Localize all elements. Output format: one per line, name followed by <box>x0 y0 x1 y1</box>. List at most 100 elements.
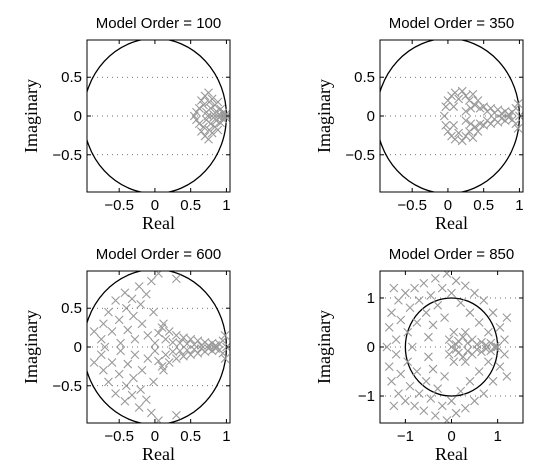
pole-marker-60 <box>463 346 473 356</box>
pole-marker-49 <box>449 102 459 112</box>
y-tick-label-3: −0.5 <box>52 378 82 395</box>
y-tick-label-2: 0 <box>74 108 82 125</box>
x-tick-label-1: −0.5 <box>104 197 134 214</box>
pole-marker-2 <box>441 102 451 112</box>
pole-marker-62 <box>465 376 475 386</box>
pole-marker-30 <box>424 352 433 362</box>
pole-marker-45 <box>447 288 456 298</box>
pole-marker-5 <box>387 376 396 386</box>
pole-marker-96 <box>451 345 461 354</box>
pole-marker-24 <box>414 389 424 398</box>
pole-marker-90 <box>89 358 99 367</box>
pole-marker-6 <box>391 335 401 345</box>
pole-marker-10 <box>454 94 464 104</box>
pole-marker-85 <box>171 274 181 284</box>
pole-marker-54 <box>171 330 181 340</box>
pole-marker-5 <box>194 119 204 129</box>
pole-marker-47 <box>513 99 523 108</box>
pole-marker-47 <box>449 327 459 337</box>
pole-marker-32 <box>137 319 147 329</box>
pole-marker-38 <box>433 384 443 394</box>
pole-marker-14 <box>116 338 125 348</box>
pole-marker-18 <box>407 342 417 352</box>
x-tick-label-1: −0.5 <box>397 197 427 214</box>
pole-marker-81 <box>488 308 498 318</box>
y-tick-label-2: 0 <box>367 108 375 125</box>
pole-marker-20 <box>207 94 217 104</box>
pole-marker-60 <box>182 339 192 349</box>
pole-marker-3 <box>99 319 108 329</box>
pole-marker-94 <box>447 342 456 352</box>
pole-marker-56 <box>175 338 185 348</box>
pole-marker-34 <box>141 289 151 299</box>
pole-marker-28 <box>213 97 223 107</box>
x-axis-label: Real <box>142 444 175 464</box>
x-tick-label-3: 0.5 <box>473 197 494 214</box>
chart-title: Model Order = 350 <box>389 15 515 32</box>
pole-marker-29 <box>424 332 433 342</box>
pole-marker-42 <box>150 338 160 348</box>
pole-marker-11 <box>396 369 406 379</box>
pole-marker-10 <box>111 296 120 305</box>
pole-marker-33 <box>137 365 147 375</box>
pole-marker-74 <box>479 389 489 398</box>
pole-marker-12 <box>400 288 410 298</box>
pole-marker-78 <box>484 357 493 367</box>
pole-marker-99 <box>460 327 470 337</box>
pole-marker-46 <box>447 396 456 406</box>
pole-marker-3 <box>441 120 451 130</box>
pole-marker-1 <box>382 342 392 352</box>
pole-marker-21 <box>412 318 422 327</box>
y-tick-label-1: 0.5 <box>61 69 82 86</box>
pole-marker-37 <box>221 110 230 119</box>
pole-marker-28 <box>421 376 431 386</box>
pole-marker-35 <box>430 273 440 283</box>
pole-marker-21 <box>123 359 133 369</box>
x-tick-label-2: 0 <box>444 197 452 214</box>
pole-marker-40 <box>149 307 158 317</box>
pole-marker-52 <box>461 116 471 126</box>
pole-marker-54 <box>456 386 466 396</box>
pole-marker-27 <box>421 308 431 318</box>
pole-marker-37 <box>433 300 443 310</box>
pole-marker-68 <box>472 345 482 354</box>
pole-marker-86 <box>495 322 505 332</box>
pole-marker-89 <box>500 349 509 359</box>
pole-marker-88 <box>154 416 163 423</box>
pole-marker-66 <box>193 336 203 346</box>
pole-marker-92 <box>159 365 168 375</box>
pole-marker-17 <box>120 396 130 406</box>
pole-marker-7 <box>104 377 113 387</box>
pole-marker-2 <box>96 350 106 360</box>
x-tick-label-1: −1 <box>397 428 414 445</box>
x-axis-label: Real <box>435 444 468 464</box>
pole-marker-50 <box>164 327 174 336</box>
pole-marker-2 <box>384 322 394 332</box>
pole-marker-59 <box>179 351 188 361</box>
pole-marker-19 <box>468 133 478 143</box>
pole-marker-55 <box>171 354 181 364</box>
pole-marker-31 <box>486 119 496 129</box>
pole-marker-50 <box>449 120 459 130</box>
pole-marker-33 <box>428 320 438 330</box>
pole-marker-11 <box>111 389 120 398</box>
pole-marker-4 <box>387 308 396 318</box>
pole-marker-66 <box>470 396 479 406</box>
pole-marker-18 <box>468 89 478 99</box>
pole-marker-38 <box>146 276 156 286</box>
pole-marker-57 <box>460 281 470 291</box>
pole-marker-12 <box>457 86 467 96</box>
pole-marker-39 <box>437 283 447 293</box>
pole-marker-20 <box>410 401 419 411</box>
pole-marker-85 <box>493 342 503 352</box>
pole-marker-31 <box>136 385 146 395</box>
pole-marker-49 <box>161 350 171 360</box>
pole-marker-25 <box>129 373 138 383</box>
pole-marker-59 <box>463 338 473 348</box>
pole-marker-15 <box>403 357 413 367</box>
pole-marker-100 <box>460 357 470 367</box>
y-tick-label-1: 1 <box>367 290 375 307</box>
pole-marker-8 <box>394 296 403 305</box>
pole-marker-76 <box>481 344 491 354</box>
pole-marker-71 <box>477 337 486 347</box>
